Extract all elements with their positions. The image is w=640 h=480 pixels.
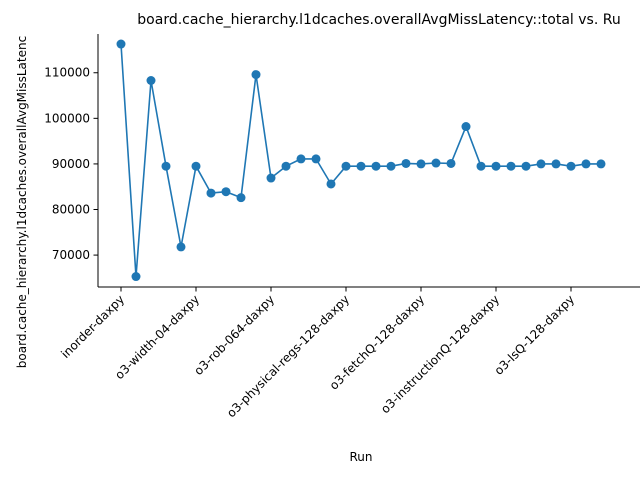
plot-area — [97, 34, 640, 288]
data-point — [581, 159, 591, 169]
data-point — [221, 187, 231, 197]
y-tick-label: 110000 — [44, 66, 90, 80]
data-point — [446, 158, 456, 168]
data-point — [371, 161, 381, 171]
data-point — [401, 158, 411, 168]
data-point — [176, 242, 186, 252]
x-tick-label: o3-width-04-daxpy — [112, 292, 202, 382]
y-tick-label: 80000 — [52, 203, 90, 217]
data-point — [326, 179, 336, 189]
data-point — [356, 161, 366, 171]
data-point — [506, 161, 516, 171]
y-tick-label: 70000 — [52, 248, 90, 262]
series-line-group — [116, 39, 606, 282]
data-point — [341, 161, 351, 171]
y-tick-label: 100000 — [44, 111, 90, 125]
data-point — [281, 161, 291, 171]
x-tick-label: o3-physical-regs-128-daxpy — [224, 292, 352, 420]
data-point — [521, 161, 531, 171]
data-point — [191, 161, 201, 171]
data-point — [206, 188, 216, 198]
data-point — [431, 158, 441, 168]
data-point — [566, 161, 576, 171]
y-axis-ticks: 70000 80000 90000 100000 110000 — [44, 66, 98, 262]
data-point — [116, 39, 126, 49]
data-point — [476, 161, 486, 171]
data-point — [161, 161, 171, 171]
data-point — [551, 159, 561, 169]
data-point — [131, 272, 141, 282]
data-point — [596, 159, 606, 169]
data-point — [461, 122, 471, 132]
y-axis-label: board.cache_hierarchy.l1dcaches.overallA… — [15, 36, 29, 368]
chart-title: board.cache_hierarchy.l1dcaches.overallA… — [137, 12, 620, 28]
data-point — [416, 159, 426, 169]
x-tick-label: o3-lsQ-128-daxpy — [492, 292, 578, 378]
x-tick-label: o3-instructionQ-128-daxpy — [378, 292, 502, 416]
data-point — [311, 154, 321, 164]
data-point — [251, 70, 261, 80]
data-point — [491, 161, 501, 171]
data-point — [536, 159, 546, 169]
y-tick-label: 90000 — [52, 157, 90, 171]
x-axis-label: Run — [349, 450, 372, 464]
x-axis-ticks: inorder-daxpyo3-width-04-daxpyo3-rob-064… — [58, 287, 577, 420]
data-point — [266, 173, 276, 183]
x-tick-label: o3-rob-064-daxpy — [191, 292, 277, 378]
x-tick-label: inorder-daxpy — [58, 292, 127, 361]
series-line — [120, 43, 601, 278]
data-point — [236, 193, 246, 203]
data-point — [296, 154, 306, 164]
data-point — [146, 75, 156, 85]
data-point — [386, 161, 396, 171]
